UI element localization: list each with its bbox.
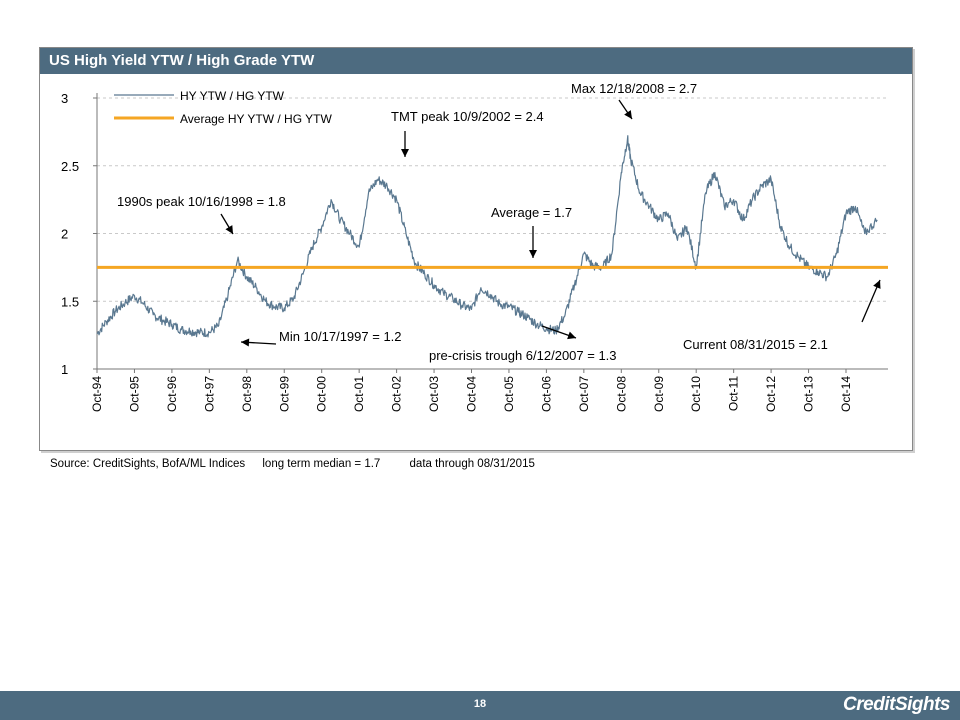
annotation-text: Current 08/31/2015 = 2.1	[683, 337, 828, 352]
annotation-text: Min 10/17/1997 = 1.2	[279, 329, 402, 344]
legend-label-average: Average HY YTW / HG YTW	[180, 112, 332, 126]
footer-bar: 18 CreditSights	[0, 691, 960, 720]
x-tick-label: Oct-12	[764, 376, 778, 412]
annotation-text: Max 12/18/2008 = 2.7	[571, 81, 697, 96]
x-tick-label: Oct-10	[689, 376, 703, 412]
y-tick-label: 2.5	[61, 159, 79, 174]
x-tick-label: Oct-99	[277, 376, 291, 412]
chart-title: US High Yield YTW / High Grade YTW	[49, 52, 315, 69]
annotation-text: TMT peak 10/9/2002 = 2.4	[391, 109, 544, 124]
x-tick-label: Oct-14	[839, 376, 853, 412]
annotation-text: 1990s peak 10/16/1998 = 1.8	[117, 194, 286, 209]
y-tick-label: 2	[61, 227, 68, 242]
creditsights-logo: CreditSights	[843, 694, 950, 715]
annotation-arrow-head	[241, 338, 250, 347]
data-through-text: data through 08/31/2015	[409, 458, 535, 470]
annotation-arrow-head	[529, 250, 537, 258]
x-tick-label: Oct-13	[802, 376, 816, 412]
annotation-arrow-head	[567, 331, 576, 340]
x-tick-label: Oct-09	[652, 376, 666, 412]
chart-panel: US High Yield YTW / High Grade YTW 1 1.5 2…	[39, 47, 913, 451]
x-tick-label: Oct-00	[315, 376, 329, 412]
line-chart: 1 1.5 2 2.5 3 Oct-94 Oct-95 Oct-96 Oct-97 Oct-98 O…	[61, 81, 888, 412]
x-tick-label: Oct-11	[727, 376, 741, 411]
x-tick-label: Oct-07	[577, 376, 591, 412]
series-line-hy-hg-ratio	[96, 135, 878, 338]
annotation-arrow-head	[624, 110, 632, 119]
x-tick-label: Oct-98	[240, 376, 254, 412]
annotation-arrow-head	[225, 225, 233, 234]
annotation-text: pre-crisis trough 6/12/2007 = 1.3	[429, 348, 617, 363]
x-tick-label: Oct-01	[352, 376, 366, 412]
annotation-text: Average = 1.7	[491, 205, 572, 220]
y-tick-label: 3	[61, 91, 68, 106]
page-number: 18	[473, 698, 487, 710]
y-tick-label: 1.5	[61, 294, 79, 309]
legend-label-series: HY YTW / HG YTW	[180, 89, 285, 103]
x-tick-label: Oct-94	[90, 376, 104, 412]
source-text: Source: CreditSights, BofA/ML Indices	[50, 458, 246, 470]
x-tick-label: Oct-95	[127, 376, 141, 412]
x-tick-label: Oct-05	[502, 376, 516, 412]
x-tick-label: Oct-96	[165, 376, 179, 412]
x-tick-label: Oct-02	[390, 376, 404, 412]
x-tick-label: Oct-06	[539, 376, 553, 412]
x-tick-label: Oct-97	[202, 376, 216, 412]
x-tick-label: Oct-03	[427, 376, 441, 412]
y-tick-label: 1	[61, 362, 68, 377]
x-tick-label: Oct-08	[614, 376, 628, 412]
x-tick-label: Oct-04	[465, 376, 479, 412]
median-text: long term median = 1.7	[262, 458, 381, 470]
source-note: Source: CreditSights, BofA/ML Indices lo…	[50, 458, 549, 470]
annotation-arrow-head	[873, 280, 881, 289]
chart-header-bar: US High Yield YTW / High Grade YTW	[40, 48, 912, 74]
annotation-arrow-head	[401, 149, 409, 157]
